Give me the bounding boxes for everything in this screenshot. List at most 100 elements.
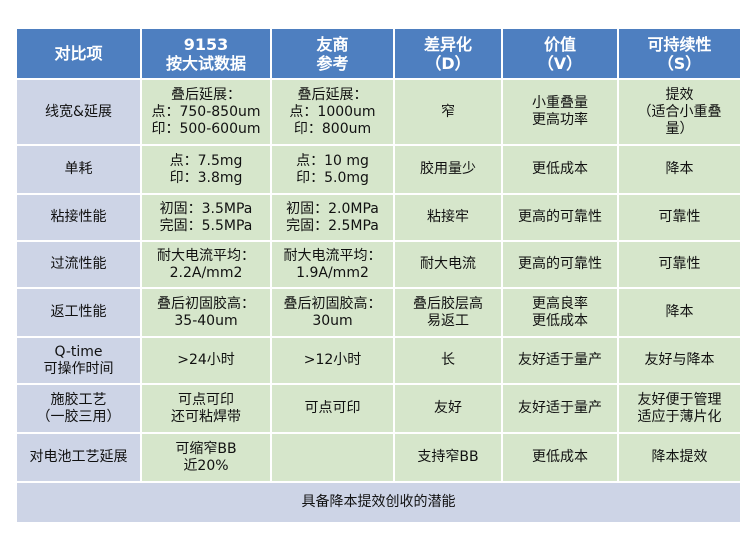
- cell-value: 更高的可靠性: [501, 193, 619, 242]
- header-sustainability: 可持续性 （S）: [617, 27, 742, 80]
- cell-differentiation: 支持窄BB: [393, 432, 503, 483]
- comparison-table: 对比项 9153 按大试数据 友商 参考 差异化 （D） 价值 （V） 可持续性…: [15, 27, 742, 524]
- header-text: （V）: [537, 53, 583, 73]
- header-text: 友商: [316, 34, 349, 54]
- header-competitor: 友商 参考: [270, 27, 395, 80]
- cell-text: 印：500-600um: [151, 120, 261, 137]
- cell-text: （适合小重叠: [637, 103, 722, 120]
- cell-sustainability: 提效 （适合小重叠 量）: [617, 78, 742, 146]
- cell-differentiation: 窄: [393, 78, 503, 146]
- cell-text: 友好与降本: [644, 352, 715, 368]
- cell-value: 更低成本: [501, 432, 619, 483]
- footer-summary: 具备降本提效创收的潜能: [15, 481, 742, 524]
- header-text: 按大试数据: [165, 53, 246, 73]
- cell-sustainability: 友好便于管理 适应于薄片化: [617, 383, 742, 434]
- cell-value: 更高的可靠性: [501, 240, 619, 289]
- cell-text: 可靠性: [658, 256, 701, 272]
- cell-value: 友好适于量产: [501, 383, 619, 434]
- table-row: 过流性能 耐大电流平均： 2.2A/mm2 耐大电流平均： 1.9A/mm2 耐…: [15, 240, 742, 289]
- cell-text: 更低成本: [532, 312, 588, 329]
- cell-competitor: 叠后初固胶高： 30um: [270, 287, 395, 338]
- footer-text: 具备降本提效创收的潜能: [301, 494, 456, 510]
- cell-sustainability: 可靠性: [617, 240, 742, 289]
- cell-text: 适应于薄片化: [637, 408, 722, 425]
- cell-text: 友好适于量产: [518, 400, 602, 416]
- row-label: 单耗: [15, 144, 142, 195]
- row-label: 返工性能: [15, 287, 142, 338]
- cell-text: 完固：2.5MPa: [286, 217, 379, 234]
- cell-text: 易返工: [427, 312, 469, 329]
- cell-text: 可操作时间: [43, 360, 114, 377]
- cell-text: 量）: [665, 120, 694, 137]
- cell-text: 叠后延展：: [171, 86, 241, 103]
- cell-sustainability: 降本提效: [617, 432, 742, 483]
- cell-text: 叠后初固胶高：: [283, 295, 382, 312]
- cell-text: 窄: [441, 103, 455, 120]
- cell-text: 对电池工艺延展: [29, 449, 128, 465]
- cell-differentiation: 叠后胶层高 易返工: [393, 287, 503, 338]
- cell-text: 粘接性能: [50, 209, 107, 225]
- cell-differentiation: 耐大电流: [393, 240, 503, 289]
- cell-text: 施胶工艺: [50, 391, 107, 408]
- cell-text: 更高功率: [532, 112, 588, 128]
- cell-competitor: 耐大电流平均： 1.9A/mm2: [270, 240, 395, 289]
- header-text: （S）: [657, 53, 702, 73]
- cell-text: 印：800um: [293, 120, 372, 137]
- cell-text: 初固：2.0MPa: [286, 200, 379, 217]
- cell-text: 近20%: [183, 457, 229, 474]
- header-text: 差异化: [423, 34, 472, 54]
- cell-text: 粘接牢: [427, 209, 469, 225]
- table-row: 返工性能 叠后初固胶高： 35-40um 叠后初固胶高： 30um 叠后胶层高 …: [15, 287, 742, 338]
- cell-text: 更低成本: [532, 449, 588, 465]
- header-text: 9153: [183, 34, 229, 54]
- cell-value: 更高良率 更低成本: [501, 287, 619, 338]
- cell-sustainability: 降本: [617, 287, 742, 338]
- cell-9153: >24小时: [140, 336, 272, 385]
- table-row: Q-time 可操作时间 >24小时 >12小时 长 友好适于量产 友好与降本: [15, 336, 742, 385]
- cell-text: （一胶三用）: [36, 408, 121, 425]
- cell-text: 还可粘焊带: [171, 408, 241, 425]
- cell-text: 长: [441, 352, 455, 368]
- cell-text: >12小时: [303, 352, 362, 368]
- row-label: 施胶工艺 （一胶三用）: [15, 383, 142, 434]
- cell-text: 印：5.0mg: [296, 169, 369, 186]
- header-text: 对比项: [54, 44, 103, 63]
- cell-text: 初固：3.5MPa: [159, 200, 253, 217]
- cell-text: 小重叠量: [532, 95, 588, 111]
- cell-text: 可靠性: [658, 209, 701, 225]
- cell-9153: 初固：3.5MPa 完固：5.5MPa: [140, 193, 272, 242]
- cell-text: 返工性能: [50, 304, 107, 320]
- cell-9153: 叠后延展： 点：750-850um 印：500-600um: [140, 78, 272, 146]
- cell-text: 点：750-850um: [151, 103, 261, 120]
- cell-text: 耐大电流平均：: [157, 247, 255, 264]
- cell-text: 可缩窄BB: [175, 440, 237, 457]
- cell-text: 线宽&延展: [45, 103, 112, 120]
- cell-value: 更低成本: [501, 144, 619, 195]
- row-label: 对电池工艺延展: [15, 432, 142, 483]
- footer-row: 具备降本提效创收的潜能: [15, 481, 742, 524]
- cell-sustainability: 降本: [617, 144, 742, 195]
- header-item: 对比项: [15, 27, 142, 80]
- cell-9153: 可点可印 还可粘焊带: [140, 383, 272, 434]
- row-label: Q-time 可操作时间: [15, 336, 142, 385]
- cell-text: 过流性能: [50, 256, 107, 272]
- table-row: 粘接性能 初固：3.5MPa 完固：5.5MPa 初固：2.0MPa 完固：2.…: [15, 193, 742, 242]
- cell-differentiation: 胶用量少: [393, 144, 503, 195]
- header-differentiation: 差异化 （D）: [393, 27, 503, 80]
- table-row: 线宽&延展 叠后延展： 点：750-850um 印：500-600um 叠后延展…: [15, 78, 742, 146]
- cell-text: 更高的可靠性: [518, 256, 602, 272]
- header-value: 价值 （V）: [501, 27, 619, 80]
- cell-competitor: >12小时: [270, 336, 395, 385]
- cell-text: 点：10 mg: [296, 152, 369, 169]
- cell-competitor: 初固：2.0MPa 完固：2.5MPa: [270, 193, 395, 242]
- cell-differentiation: 长: [393, 336, 503, 385]
- cell-competitor: [270, 432, 395, 483]
- cell-text: 更高的可靠性: [518, 209, 602, 225]
- cell-text: 叠后初固胶高：: [157, 295, 255, 312]
- cell-text: 印：3.8mg: [169, 169, 243, 186]
- cell-text: 降本: [665, 161, 694, 177]
- cell-value: 友好适于量产: [501, 336, 619, 385]
- row-label: 粘接性能: [15, 193, 142, 242]
- cell-text: 完固：5.5MPa: [159, 217, 253, 234]
- table-row: 单耗 点：7.5mg 印：3.8mg 点：10 mg 印：5.0mg 胶用量少 …: [15, 144, 742, 195]
